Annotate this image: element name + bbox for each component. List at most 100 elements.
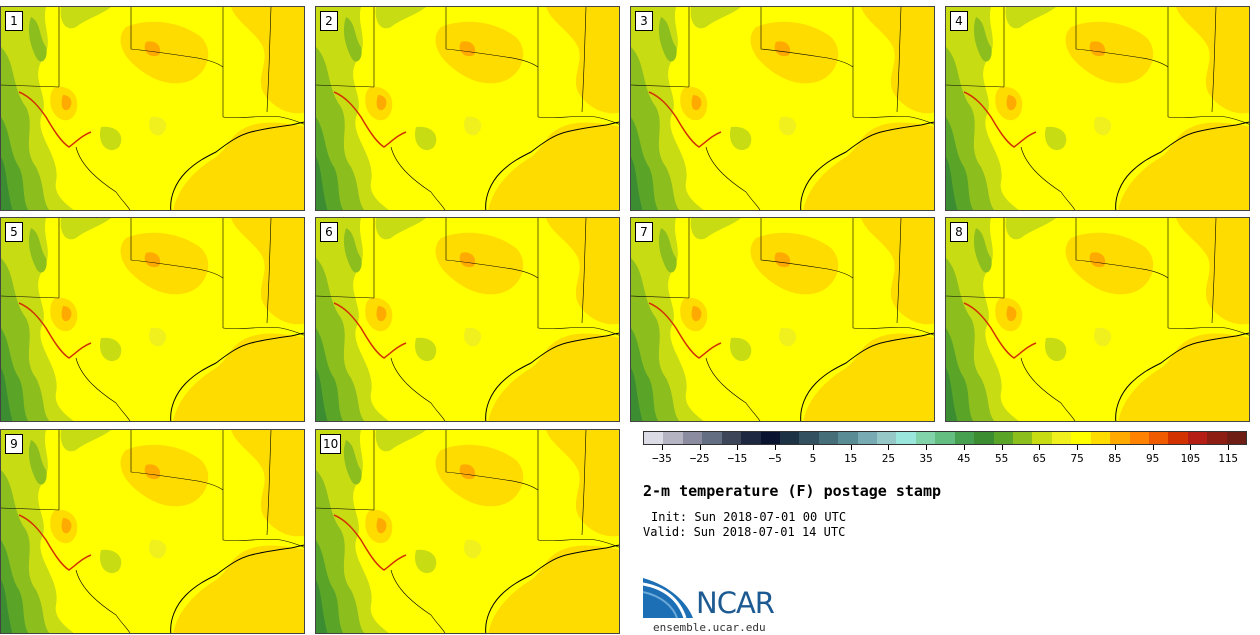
tick-label: 45 <box>957 452 971 465</box>
plot-title: 2-m temperature (F) postage stamp <box>643 482 942 500</box>
member-panel-6: 6 <box>315 217 620 422</box>
colorbar-ticks: −35 −25 −15 −5 5 15 25 35 45 55 65 75 85 95 105 115 <box>643 445 1247 467</box>
tick-label: 25 <box>881 452 895 465</box>
member-number: 4 <box>950 11 968 31</box>
valid-time: Valid: Sun 2018-07-01 14 UTC <box>643 525 846 539</box>
member-panel-5: 5 <box>0 217 305 422</box>
member-number: 10 <box>320 434 342 454</box>
tick-mark <box>699 445 701 450</box>
tick-label: 5 <box>809 452 817 465</box>
temperature-map <box>1 430 305 634</box>
member-number: 8 <box>950 222 968 242</box>
member-panel-7: 7 <box>630 217 935 422</box>
colorbar-swatch <box>799 432 819 444</box>
init-time: Init: Sun 2018-07-01 00 UTC <box>651 510 847 524</box>
tick-mark <box>661 445 663 450</box>
colorbar-swatch <box>896 432 916 444</box>
colorbar-swatch <box>741 432 761 444</box>
member-number: 9 <box>5 434 23 454</box>
tick-mark <box>1114 445 1116 450</box>
colorbar-swatch <box>1187 432 1208 444</box>
colorbar-swatch <box>1148 432 1169 444</box>
colorbar-swatch <box>954 432 975 444</box>
member-number: 2 <box>320 11 338 31</box>
tick-mark <box>775 445 777 450</box>
colorbar-swatch <box>1051 432 1072 444</box>
tick-label: 75 <box>1070 452 1084 465</box>
tick-mark <box>1077 445 1079 450</box>
colorbar-swatch <box>1013 432 1033 444</box>
tick-mark <box>1039 445 1041 450</box>
colorbar-swatch <box>935 432 955 444</box>
temperature-map <box>316 430 620 634</box>
member-panel-9: 9 <box>0 429 305 634</box>
colorbar-swatch <box>838 432 858 444</box>
member-number: 1 <box>5 11 23 31</box>
tick-label: 115 <box>1218 452 1239 465</box>
member-panel-10: 10 <box>315 429 620 634</box>
tick-label: 85 <box>1108 452 1122 465</box>
temperature-map <box>1 218 305 422</box>
tick-mark <box>963 445 965 450</box>
member-number: 6 <box>320 222 338 242</box>
tick-label: 105 <box>1180 452 1201 465</box>
tick-label: 55 <box>995 452 1009 465</box>
colorbar-swatch <box>1226 432 1247 444</box>
tick-label: 35 <box>919 452 933 465</box>
colorbar-swatch <box>1110 432 1130 444</box>
colorbar-swatch <box>1129 432 1149 444</box>
tick-mark <box>926 445 928 450</box>
colorbar-swatch <box>1207 432 1227 444</box>
temperature-map <box>1 7 305 211</box>
colorbar-swatch <box>857 432 878 444</box>
tick-mark <box>850 445 852 450</box>
member-number: 3 <box>635 11 653 31</box>
site-url: ensemble.ucar.edu <box>653 621 766 634</box>
colorbar-swatch <box>974 432 994 444</box>
colorbar-swatch <box>760 432 780 444</box>
tick-label: 65 <box>1032 452 1046 465</box>
tick-label: −25 <box>689 452 710 465</box>
tick-label: 15 <box>844 452 858 465</box>
member-panel-2: 2 <box>315 6 620 211</box>
tick-label: −35 <box>651 452 672 465</box>
temperature-map <box>631 218 935 422</box>
colorbar-swatch <box>993 432 1014 444</box>
tick-label: −15 <box>727 452 748 465</box>
member-number: 5 <box>5 222 23 242</box>
temperature-map <box>316 218 620 422</box>
temperature-map <box>631 7 935 211</box>
temperature-map <box>946 7 1250 211</box>
colorbar-swatch <box>877 432 897 444</box>
tick-mark <box>1228 445 1230 450</box>
colorbar-swatch <box>779 432 800 444</box>
tick-mark <box>1001 445 1003 450</box>
tick-mark <box>737 445 739 450</box>
colorbar-swatch <box>1168 432 1188 444</box>
member-number: 7 <box>635 222 653 242</box>
ncar-logo-icon <box>643 578 693 619</box>
temperature-colorbar <box>643 431 1247 445</box>
tick-mark <box>812 445 814 450</box>
tick-mark <box>1190 445 1192 450</box>
member-panel-1: 1 <box>0 6 305 211</box>
colorbar-swatch <box>644 432 664 444</box>
member-panel-8: 8 <box>945 217 1250 422</box>
colorbar-swatch <box>702 432 722 444</box>
colorbar-swatch <box>682 432 703 444</box>
tick-mark <box>1152 445 1154 450</box>
colorbar-swatch <box>818 432 839 444</box>
colorbar-swatch <box>721 432 742 444</box>
tick-label: 95 <box>1146 452 1160 465</box>
colorbar-swatch <box>915 432 936 444</box>
member-panel-3: 3 <box>630 6 935 211</box>
member-panel-4: 4 <box>945 6 1250 211</box>
colorbar-swatch <box>1032 432 1052 444</box>
colorbar-swatch <box>1071 432 1091 444</box>
tick-mark <box>888 445 890 450</box>
colorbar-swatch <box>1090 432 1111 444</box>
temperature-map <box>946 218 1250 422</box>
ncar-logo-text: NCAR <box>696 586 775 620</box>
temperature-map <box>316 7 620 211</box>
colorbar-swatch <box>663 432 683 444</box>
